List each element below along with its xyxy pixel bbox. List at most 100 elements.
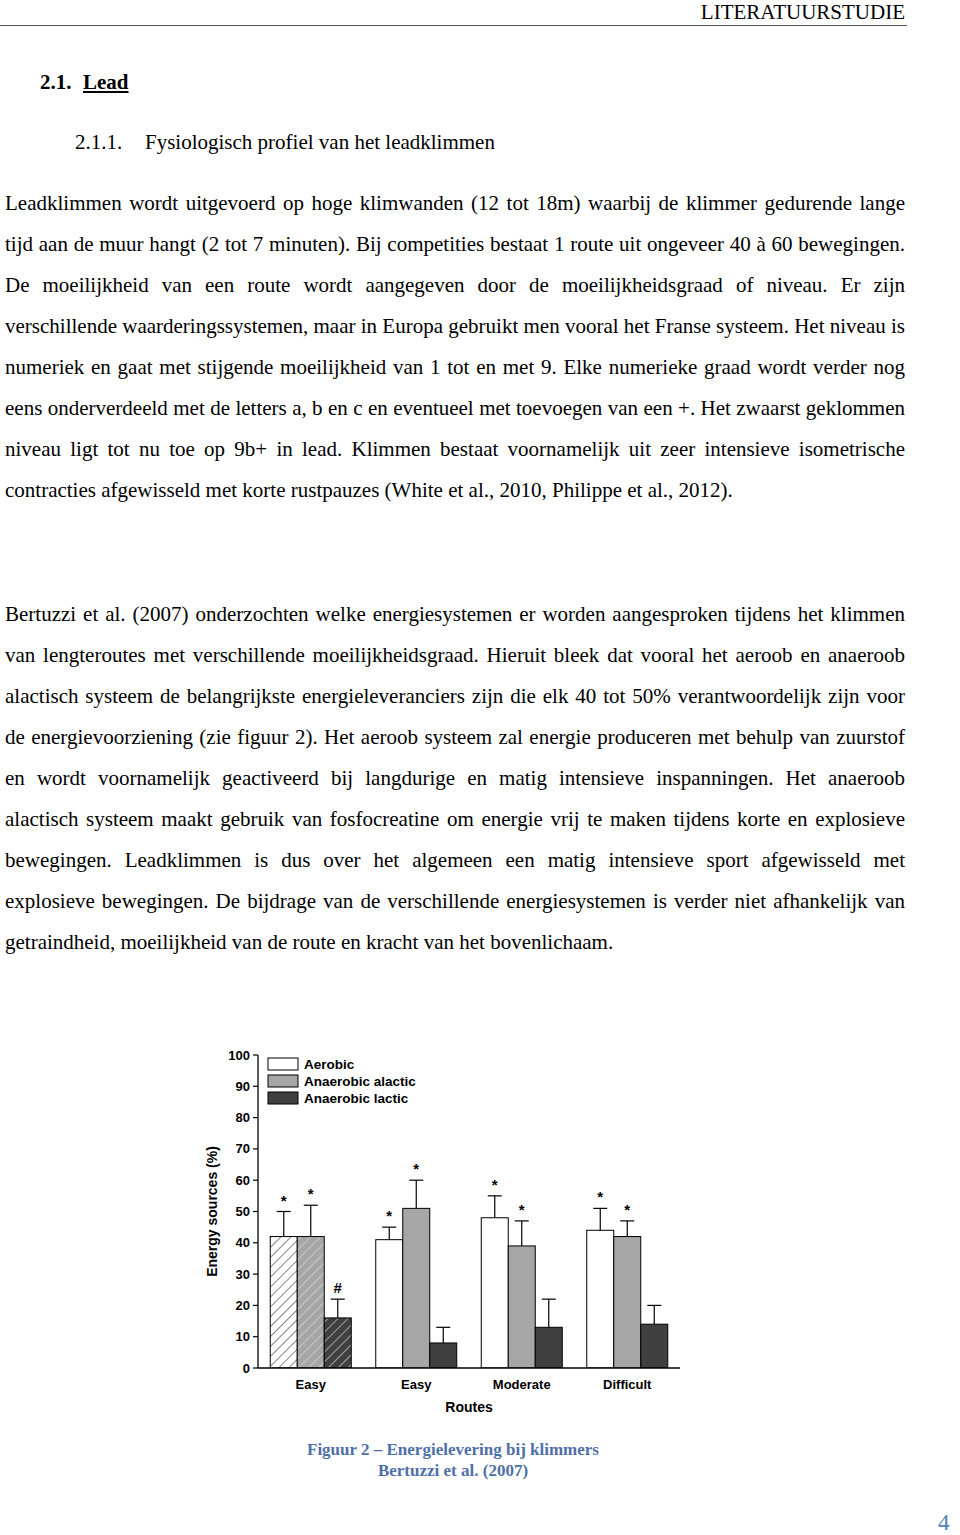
y-tick	[253, 1086, 258, 1087]
error-bar	[515, 1221, 529, 1246]
subsection-heading: 2.1.1.Fysiologisch profiel van het leadk…	[75, 127, 495, 157]
header-rule	[0, 25, 907, 26]
error-cap	[542, 1299, 556, 1300]
paragraph: Bertuzzi et al. (2007) onderzochten welk…	[5, 594, 905, 963]
error-stem	[389, 1227, 390, 1240]
error-cap	[382, 1227, 396, 1228]
y-tick	[253, 1148, 258, 1149]
error-cap	[515, 1220, 529, 1221]
error-bar	[647, 1305, 661, 1324]
error-stem	[416, 1180, 417, 1208]
y-tick	[253, 1054, 258, 1055]
error-stem	[627, 1221, 628, 1237]
error-cap	[331, 1299, 345, 1300]
error-bar	[488, 1196, 502, 1218]
error-bar	[593, 1208, 607, 1230]
error-stem	[283, 1212, 284, 1237]
y-tick-label: 50	[236, 1204, 250, 1219]
bar	[297, 1237, 324, 1368]
error-bar	[304, 1205, 318, 1236]
bar	[641, 1324, 668, 1368]
x-axis	[258, 1367, 680, 1368]
y-tick-label: 80	[236, 1110, 250, 1125]
error-cap	[409, 1180, 423, 1181]
x-tick-label: Moderate	[493, 1377, 551, 1392]
bar	[614, 1237, 641, 1368]
y-tick-label: 40	[236, 1235, 250, 1250]
y-tick-label: 20	[236, 1298, 250, 1313]
page-number: 4	[938, 1508, 950, 1535]
legend-label: Anaerobic lactic	[304, 1091, 409, 1106]
significance-mark: *	[519, 1201, 525, 1218]
significance-mark: #	[334, 1279, 343, 1296]
error-bar	[331, 1299, 345, 1318]
y-tick	[253, 1273, 258, 1274]
y-tick-label: 70	[236, 1141, 250, 1156]
error-cap	[593, 1208, 607, 1209]
significance-mark: *	[413, 1160, 419, 1177]
bar	[324, 1318, 351, 1368]
section-number: 2.1.	[40, 67, 83, 97]
running-title: LITERATUURSTUDIE	[701, 0, 905, 27]
error-cap	[304, 1205, 318, 1206]
legend-label: Anaerobic alactic	[304, 1074, 416, 1089]
error-cap	[488, 1195, 502, 1196]
error-cap	[620, 1220, 634, 1221]
y-tick	[253, 1336, 258, 1337]
error-stem	[548, 1299, 549, 1327]
bar	[403, 1208, 430, 1368]
x-tick-label: Difficult	[603, 1377, 652, 1392]
significance-mark: *	[597, 1188, 603, 1205]
annotations: ********#	[281, 1160, 631, 1296]
error-stem	[494, 1196, 495, 1218]
legend-swatch	[268, 1092, 298, 1104]
legend: Aerobic Anaerobic alactic Anaerobic lactic	[268, 1057, 416, 1106]
y-tick-label: 10	[236, 1329, 250, 1344]
y-tick-label: 60	[236, 1173, 250, 1188]
legend-swatch	[268, 1058, 298, 1070]
error-cap	[647, 1305, 661, 1306]
y-tick	[253, 1117, 258, 1118]
bar	[587, 1230, 614, 1368]
y-tick	[253, 1305, 258, 1306]
subsection-number: 2.1.1.	[75, 127, 145, 157]
x-tick-label: Easy	[401, 1377, 432, 1392]
x-axis-label: Routes	[445, 1399, 493, 1415]
significance-mark: *	[386, 1207, 392, 1224]
y-tick-label: 100	[228, 1048, 250, 1063]
bar	[481, 1218, 508, 1368]
energy-chart: 0102030405060708090100Energy sources (%)…	[200, 1040, 690, 1435]
y-tick	[253, 1211, 258, 1212]
legend-swatch	[268, 1075, 298, 1087]
error-stem	[654, 1305, 655, 1324]
y-tick	[253, 1242, 258, 1243]
error-cap	[277, 1211, 291, 1212]
error-cap	[436, 1327, 450, 1328]
bar	[508, 1246, 535, 1368]
y-axis	[257, 1055, 258, 1368]
legend-label: Aerobic	[304, 1057, 355, 1072]
error-stem	[600, 1208, 601, 1230]
figure-source: Bertuzzi et al. (2007)	[203, 1460, 703, 1481]
error-bar	[277, 1212, 291, 1237]
error-bar	[382, 1227, 396, 1240]
section-title: Lead	[83, 70, 129, 94]
error-bar	[620, 1221, 634, 1237]
error-stem	[310, 1205, 311, 1236]
y-tick	[253, 1367, 258, 1368]
error-bar	[409, 1180, 423, 1208]
bar	[430, 1343, 457, 1368]
section-heading: 2.1.Lead	[40, 67, 129, 97]
y-tick-label: 90	[236, 1079, 250, 1094]
bar	[376, 1240, 403, 1368]
x-tick-label: Easy	[296, 1377, 327, 1392]
figure-caption: Figuur 2 – Energielevering bij klimmers	[203, 1439, 703, 1460]
error-stem	[443, 1327, 444, 1343]
significance-mark: *	[624, 1201, 630, 1218]
page: LITERATUURSTUDIE 2.1.Lead 2.1.1.Fysiologis…	[0, 0, 960, 1535]
y-tick-label: 30	[236, 1267, 250, 1282]
error-stem	[521, 1221, 522, 1246]
bar	[535, 1327, 562, 1368]
error-bar	[542, 1299, 556, 1327]
significance-mark: *	[492, 1176, 498, 1193]
